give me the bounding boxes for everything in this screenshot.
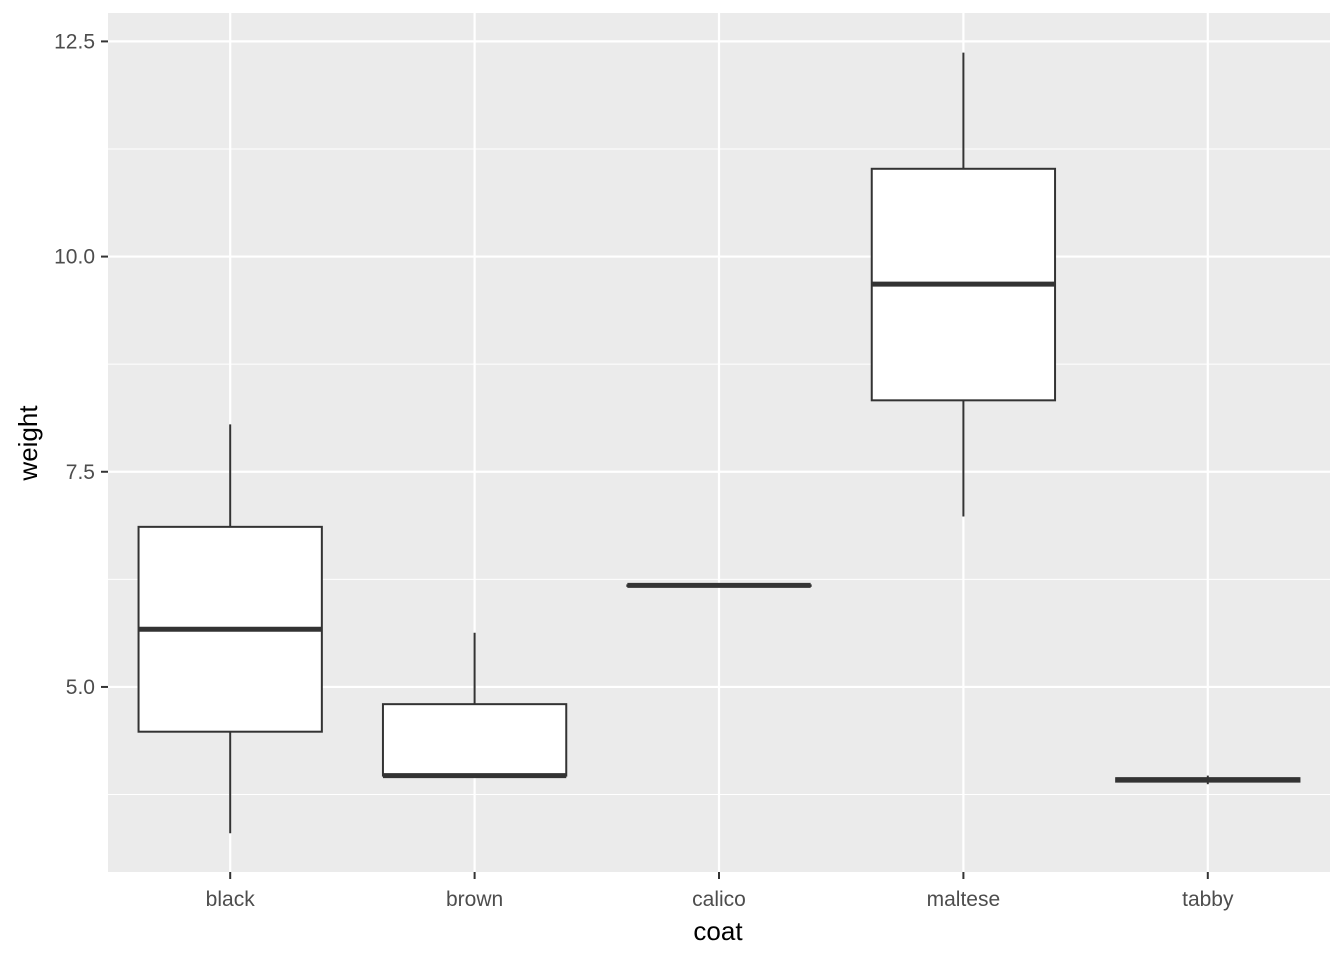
y-tick-label: 7.5 xyxy=(66,461,95,484)
y-tick-label: 10.0 xyxy=(54,246,95,269)
x-tick-label: maltese xyxy=(927,888,1001,911)
x-axis: black brown calico maltese tabby xyxy=(206,872,1234,911)
y-axis-title: weight xyxy=(13,405,43,482)
box-iqr xyxy=(381,703,568,777)
box-tabby xyxy=(1115,775,1301,785)
box-calico xyxy=(626,582,812,588)
x-axis-title: coat xyxy=(693,916,743,946)
x-tick-label: tabby xyxy=(1182,888,1234,911)
y-tick-label: 5.0 xyxy=(66,676,95,699)
box-maltese xyxy=(870,52,1057,517)
y-axis: 5.0 7.5 10.0 12.5 xyxy=(54,30,108,699)
y-tick-label: 12.5 xyxy=(54,30,95,53)
box-black xyxy=(137,424,323,834)
x-tick-label: calico xyxy=(692,888,746,911)
box-brown xyxy=(381,632,568,779)
boxes xyxy=(137,52,1301,834)
x-tick-label: black xyxy=(206,888,256,911)
x-tick-label: brown xyxy=(446,888,503,911)
